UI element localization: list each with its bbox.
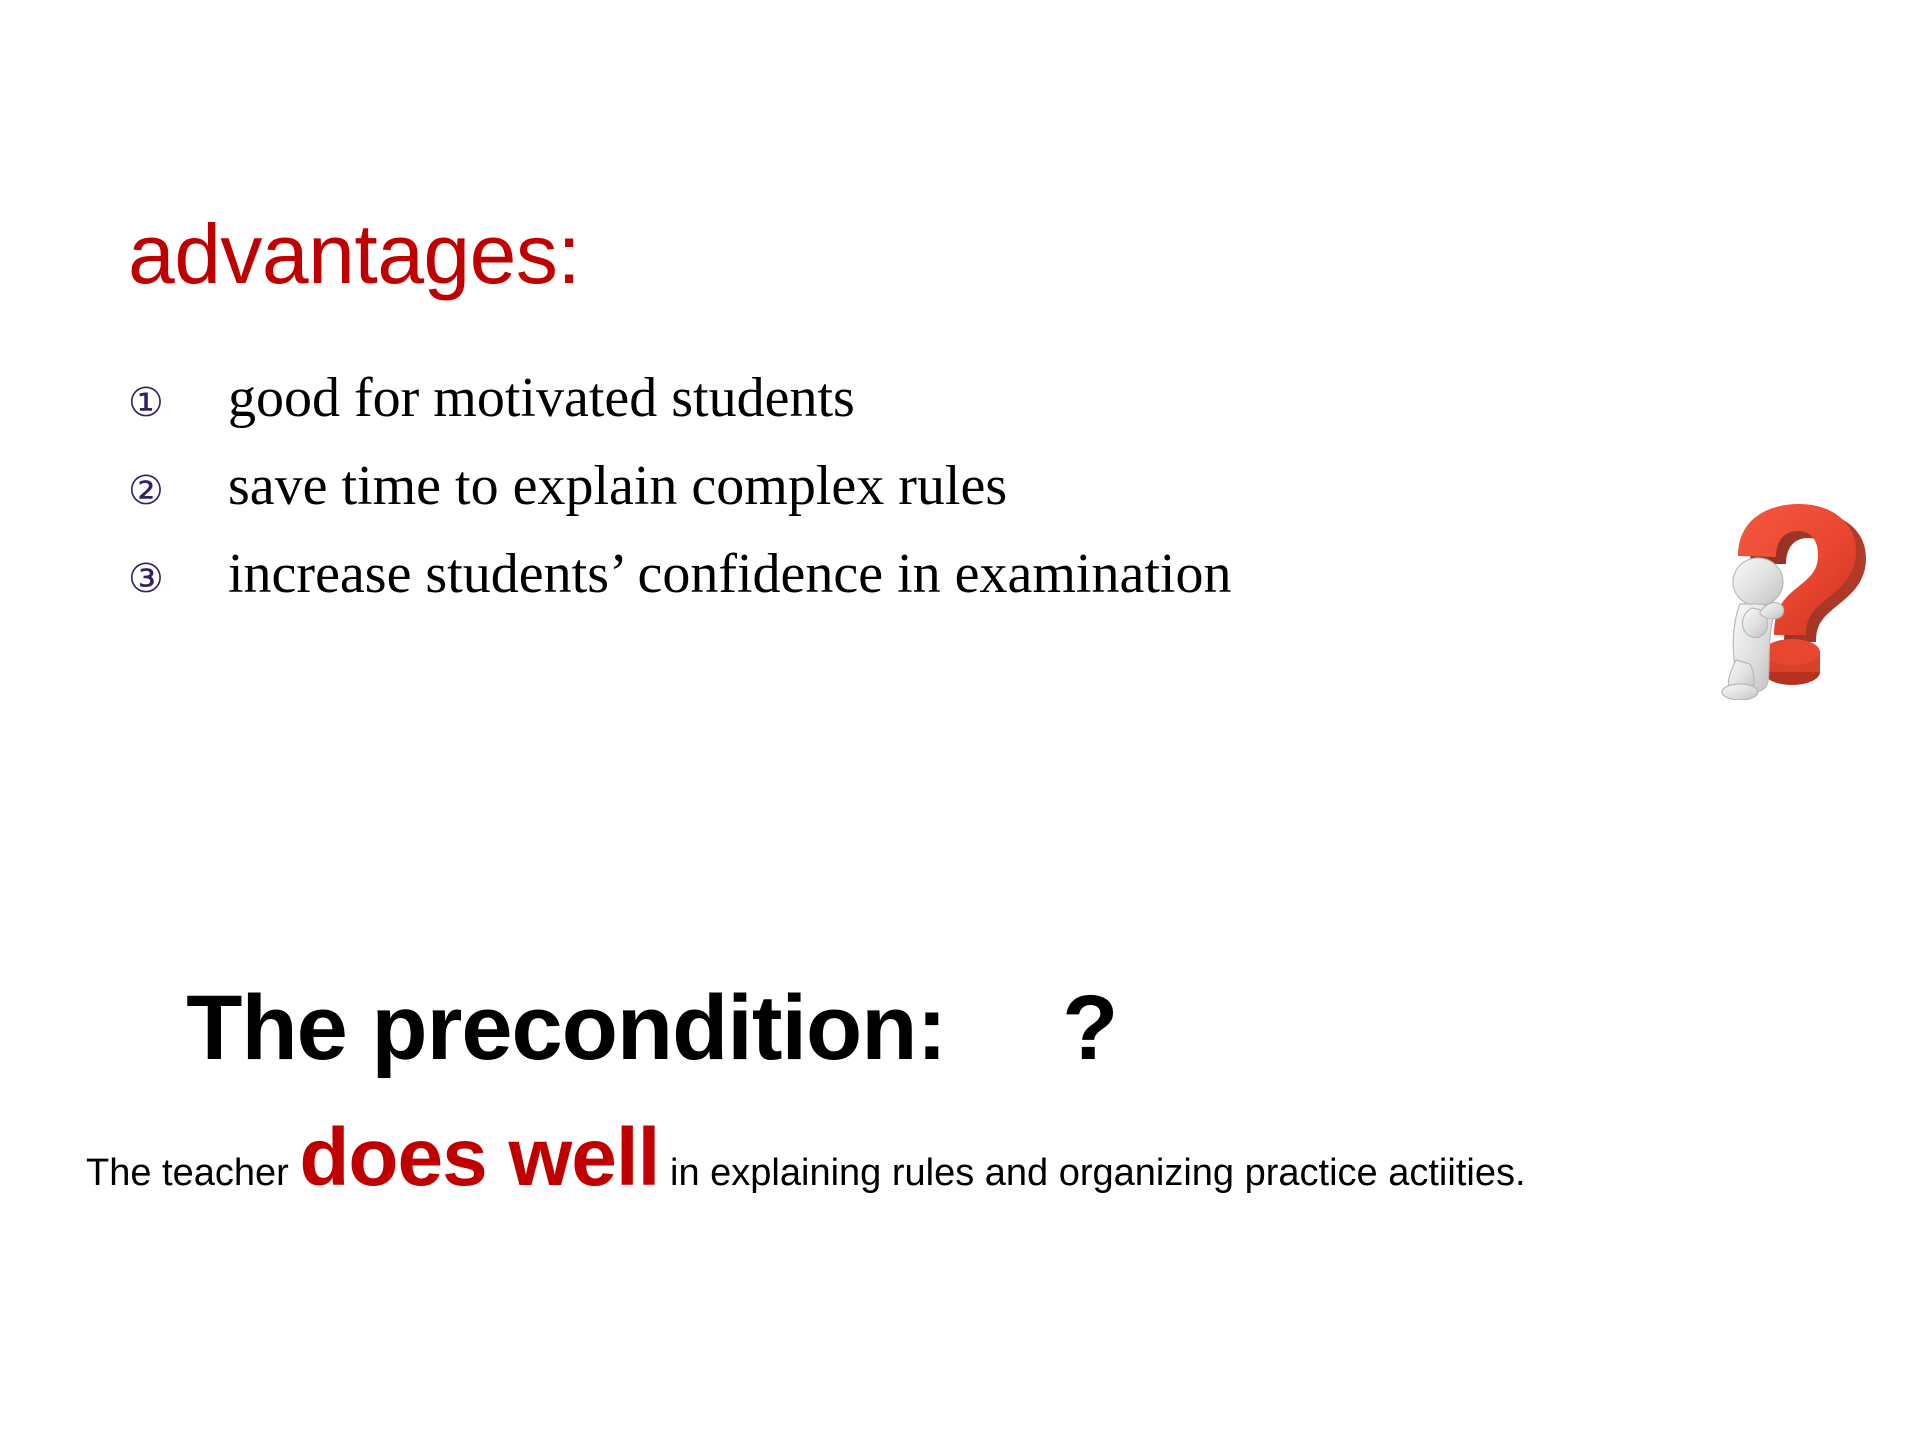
question-mark-glyph: ? <box>1062 977 1118 1079</box>
circled-number-1-icon: ① <box>128 380 164 426</box>
circled-number-2-icon: ② <box>128 468 164 514</box>
list-item-label: save time to explain complex rules <box>228 455 1008 517</box>
page-title: advantages: <box>128 207 581 301</box>
precondition-label: The precondition: <box>186 977 947 1079</box>
list-item: ② save time to explain complex rules <box>128 458 1398 546</box>
statement-paragraph: The teacher does well in explaining rule… <box>86 1112 1766 1219</box>
precondition-heading: The precondition:? <box>88 890 1118 1166</box>
list-item-label: increase students’ confidence in examina… <box>228 543 1232 605</box>
list-item: ③ increase students’ confidence in exami… <box>128 546 1398 634</box>
statement-tail: in explaining rules and organizing pract… <box>659 1152 1526 1194</box>
circled-number-3-icon: ③ <box>128 556 164 602</box>
statement-emphasis: does well <box>299 1112 660 1203</box>
question-mark-thinking-figure-icon <box>1700 500 1910 700</box>
list-item: ① good for motivated students <box>128 370 1398 458</box>
advantages-list: ① good for motivated students ② save tim… <box>128 370 1398 634</box>
statement-lead: The teacher <box>86 1152 300 1194</box>
list-item-label: good for motivated students <box>228 367 855 429</box>
